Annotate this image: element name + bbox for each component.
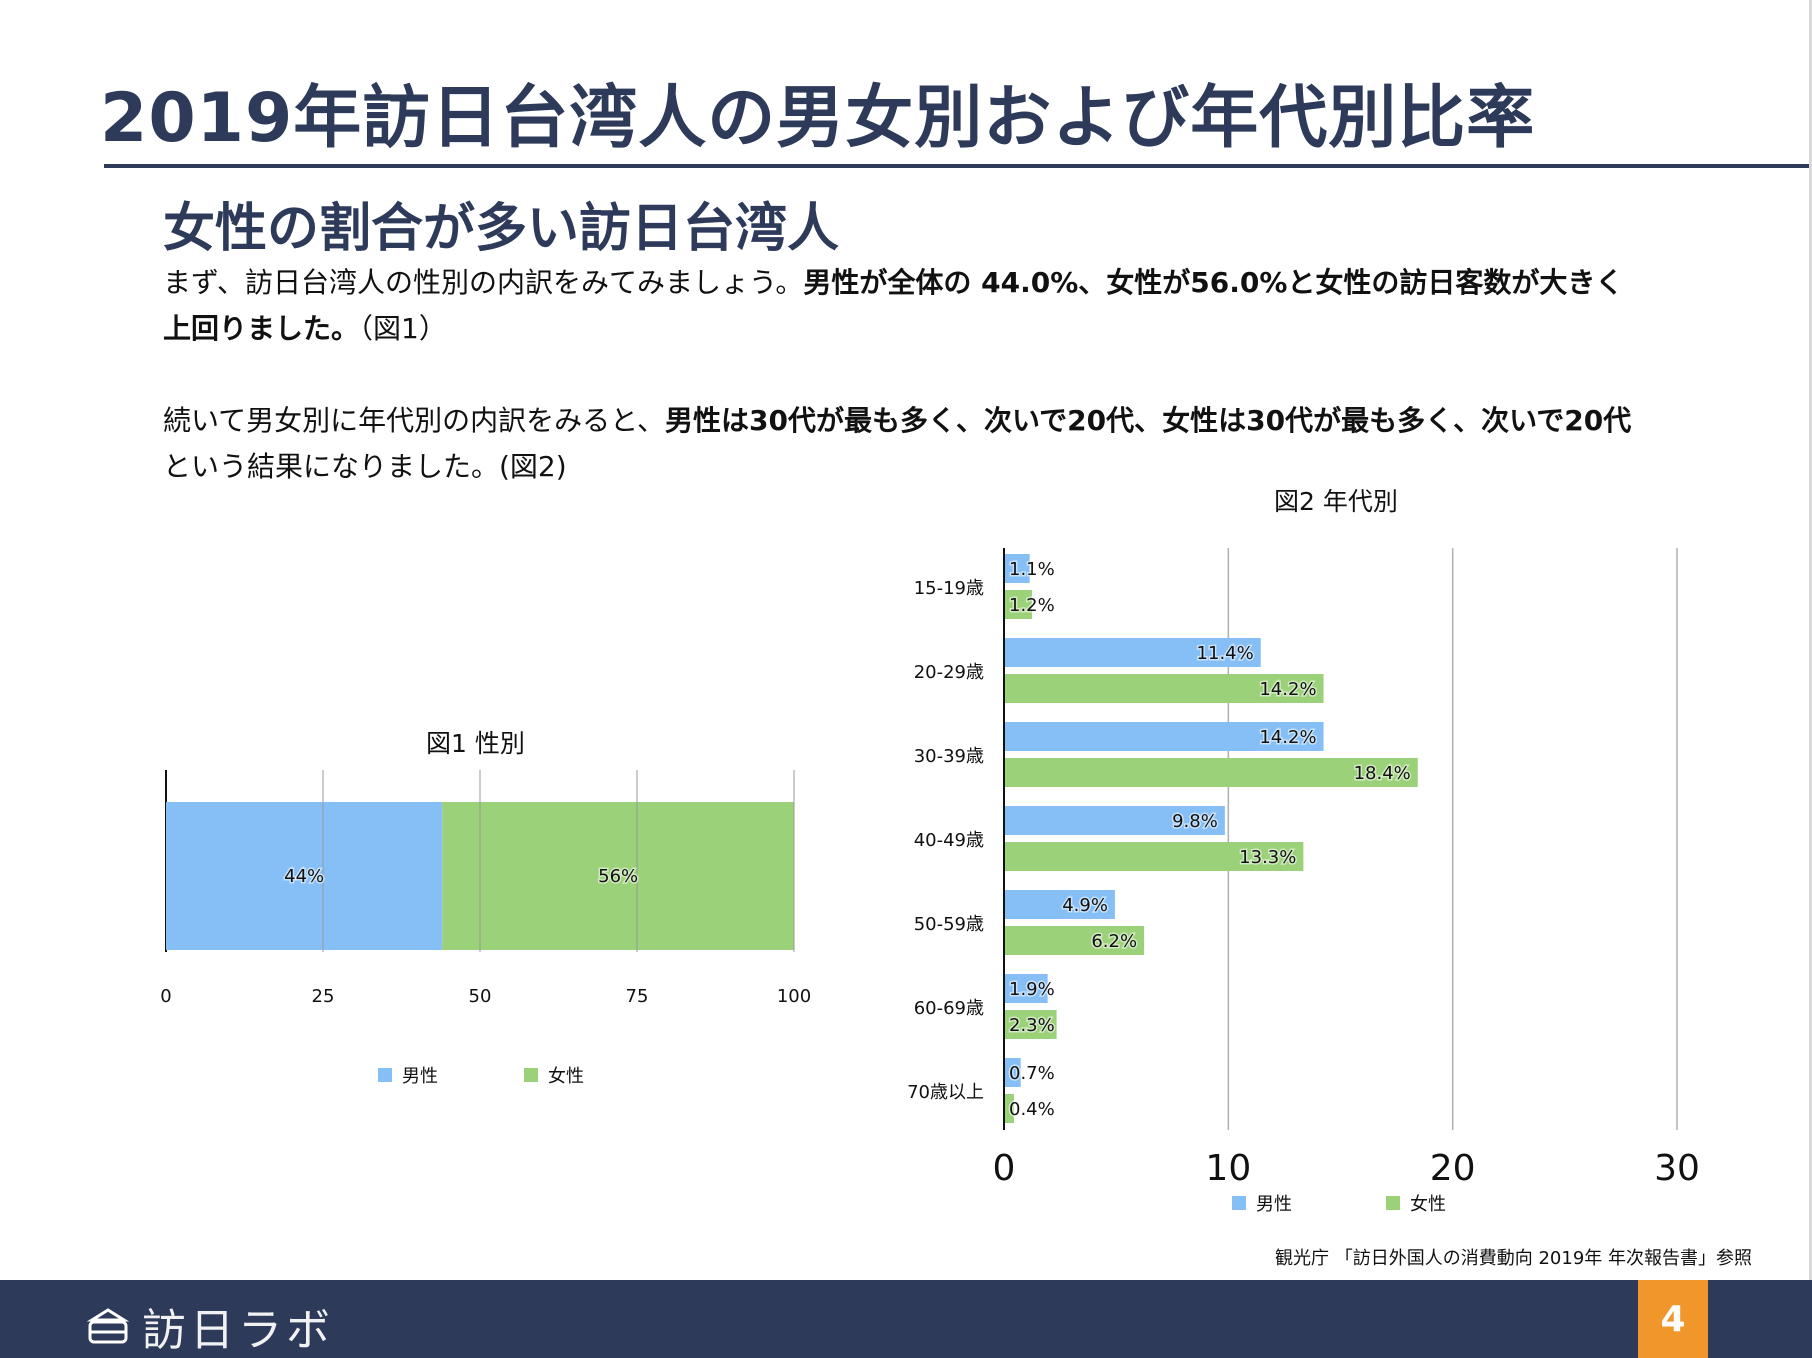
chart2-x-tick: 20: [1430, 1148, 1476, 1189]
chart2-bar-male: [1005, 638, 1261, 667]
chart1-data-label-male: 44%: [284, 866, 324, 887]
intro-paragraph: まず、訪日台湾人の性別の内訳をみてみましょう。男性が全体の 44.0%、女性が5…: [163, 260, 1643, 352]
chart2-data-label-male: 4.9%: [1062, 895, 1108, 916]
female-swatch: [1386, 1196, 1400, 1210]
age-text-c: という結果になりました。(図2): [163, 450, 567, 483]
chart2-data-label-male: 0.7%: [1009, 1063, 1055, 1084]
chart1-x-tick: 100: [777, 986, 811, 1007]
chart2-x-tick: 30: [1654, 1148, 1700, 1189]
chart2-bar-female: [1005, 926, 1145, 955]
chart2-data-label-female: 14.2%: [1259, 679, 1316, 700]
chart1-title: 図1 性別: [426, 729, 525, 758]
chart1-legend-male: 男性: [378, 1062, 438, 1088]
chart2-data-label-male: 9.8%: [1172, 811, 1218, 832]
chart2-category-label: 40-49歳: [914, 830, 984, 851]
chart2-x-tick: 10: [1205, 1148, 1251, 1189]
chart1-bar-male: [166, 802, 443, 950]
chart2-data-label-male: 1.9%: [1009, 979, 1055, 1000]
chart2-bar-female: [1005, 758, 1418, 787]
chart2-legend-female: 女性: [1386, 1190, 1446, 1216]
chart2-bar-male: [1005, 974, 1048, 1003]
chart2-data-label-male: 14.2%: [1259, 727, 1316, 748]
female-swatch: [524, 1068, 538, 1082]
chart1-x-tick: 75: [626, 986, 649, 1007]
chart1-x-tick: 0: [160, 986, 171, 1007]
chart2-bar-female: [1005, 674, 1324, 703]
chart2-legend-female-label: 女性: [1410, 1194, 1446, 1215]
chart2-data-label-female: 1.2%: [1009, 595, 1055, 616]
chart2-data-label-female: 2.3%: [1009, 1015, 1055, 1036]
chart2-data-label-female: 0.4%: [1009, 1099, 1055, 1120]
chart2-data-label-male: 1.1%: [1009, 559, 1055, 580]
chart2-bar-male: [1005, 554, 1030, 583]
chart2-data-label-female: 13.3%: [1239, 847, 1296, 868]
chart2-bar-male: [1005, 722, 1324, 751]
logo-text: 訪日ラボ: [142, 1305, 334, 1356]
intro-text-bold: 男性が全体の 44.0%、女性が56.0%と女性の訪日客数が大きく上回りました。: [163, 266, 1624, 345]
chart2-category-label: 30-39歳: [914, 746, 984, 767]
intro-text-c: （図1）: [359, 312, 447, 345]
chart2-title: 図2 年代別: [1274, 487, 1398, 516]
chart2-bar-male: [1005, 1058, 1021, 1087]
chart2-data-label-male: 11.4%: [1197, 643, 1254, 664]
chart2-bar-male: [1005, 890, 1115, 919]
chart2-category-label: 70歳以上: [907, 1082, 984, 1103]
chart2-bar-female: [1005, 1094, 1014, 1123]
brand-logo: 訪日ラボ: [86, 1294, 334, 1358]
source-note: 観光庁 「訪日外国人の消費動向 2019年 年次報告書」参照: [1275, 1248, 1752, 1269]
male-swatch: [1232, 1196, 1246, 1210]
chart1-x-tick: 50: [469, 986, 492, 1007]
section-subtitle: 女性の割合が多い訪日台湾人: [163, 199, 840, 259]
chart2-bar-female: [1005, 842, 1304, 871]
chart2-legend-male-label: 男性: [1256, 1194, 1292, 1215]
intro-text-a: まず、訪日台湾人の性別の内訳をみてみましょう。: [163, 266, 804, 299]
age-paragraph: 続いて男女別に年代別の内訳をみると、男性は30代が最も多く、次いで20代、女性は…: [163, 398, 1643, 490]
chart1-x-tick: 25: [312, 986, 335, 1007]
chart2-data-label-female: 18.4%: [1354, 763, 1411, 784]
footer-bar: 訪日ラボ 4: [0, 1280, 1812, 1358]
chart2-category-label: 50-59歳: [914, 914, 984, 935]
page-number: 4: [1638, 1280, 1708, 1358]
age-chart: 0 10 20 3015-19歳1.1%1.2%20-29歳11.4%14.2%30-…: [907, 548, 1700, 1189]
chart1-legend-female-label: 女性: [548, 1066, 584, 1087]
logo-icon: [86, 1308, 130, 1344]
gender-chart: 0 25 50 75 100 44% 56%: [160, 770, 811, 1007]
chart2-data-label-female: 6.2%: [1091, 931, 1137, 952]
chart2-category-label: 20-29歳: [914, 662, 984, 683]
slide-edge: [1809, 0, 1812, 1280]
chart2-category-label: 15-19歳: [914, 578, 984, 599]
chart2-legend-male: 男性: [1232, 1190, 1292, 1216]
chart1-legend-female: 女性: [524, 1062, 584, 1088]
chart2-bar-female: [1005, 590, 1032, 619]
male-swatch: [378, 1068, 392, 1082]
chart1-legend-male-label: 男性: [402, 1066, 438, 1087]
chart1-bar-female: [442, 802, 794, 950]
title-divider: [104, 164, 1812, 168]
age-text-a: 続いて男女別に年代別の内訳をみると、: [163, 404, 666, 437]
chart2-bar-male: [1005, 806, 1225, 835]
page-title: 2019年訪日台湾人の男女別および年代別比率: [100, 79, 1536, 158]
age-text-bold: 男性は30代が最も多く、次いで20代、女性は30代が最も多く、次いで20代: [665, 404, 1632, 437]
chart2-x-tick: 0: [993, 1148, 1016, 1189]
chart1-data-label-female: 56%: [598, 866, 638, 887]
chart2-bar-female: [1005, 1010, 1057, 1039]
chart2-category-label: 60-69歳: [914, 998, 984, 1019]
